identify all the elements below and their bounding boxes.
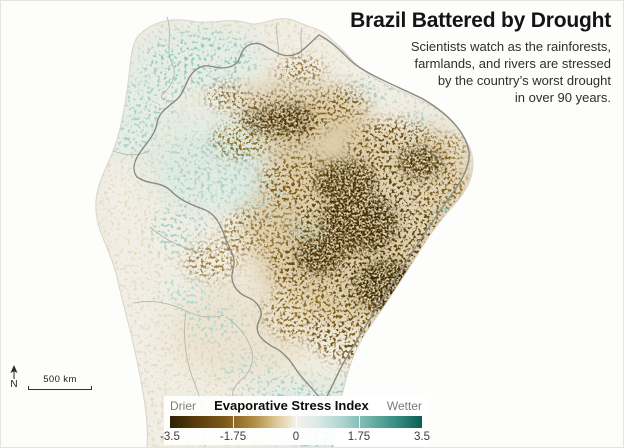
legend-wetter-label: Wetter — [386, 399, 422, 413]
legend-tick-value: 3.5 — [414, 431, 430, 443]
distance-label: 500 km — [43, 374, 77, 385]
north-indicator: N — [9, 365, 19, 390]
brazil-border — [133, 34, 470, 404]
amazon-river — [179, 62, 355, 126]
scale-line — [28, 386, 92, 390]
scale-bar: N 500 km — [9, 365, 92, 390]
legend: Drier Evaporative Stress Index Wetter -3… — [160, 396, 430, 445]
legend-tick-mark — [359, 416, 360, 428]
legend-tick-values: -3.5 -1.75 0 1.75 3.5 — [160, 431, 430, 444]
subtitle: Scientists watch as the rainforests, far… — [350, 38, 611, 107]
legend-tick-value: -1.75 — [219, 431, 247, 443]
legend-gradient-bar — [170, 416, 422, 428]
legend-drier-label: Drier — [170, 399, 196, 413]
legend-tick-mark — [296, 416, 297, 428]
legend-title: Evaporative Stress Index — [214, 398, 369, 413]
legend-tick-value: -3.5 — [160, 431, 180, 443]
subtitle-line: farmlands, and rivers are stressed — [414, 56, 611, 72]
distance-scale: 500 km — [28, 374, 92, 390]
north-arrow-icon — [10, 365, 18, 379]
drought-cores — [245, 104, 443, 313]
north-label: N — [10, 379, 18, 390]
legend-tick-value: 1.75 — [347, 431, 371, 443]
legend-tick-value: 0 — [292, 431, 300, 443]
header: Brazil Battered by Drought Scientists wa… — [350, 9, 611, 107]
page-title: Brazil Battered by Drought — [350, 9, 611, 32]
subtitle-line: in over 90 years. — [514, 90, 611, 106]
legend-labels: Drier Evaporative Stress Index Wetter — [170, 398, 422, 413]
subtitle-line: Scientists watch as the rainforests, — [410, 39, 611, 54]
legend-tick-mark — [233, 416, 234, 428]
subtitle-line: by the country’s worst drought — [437, 73, 611, 89]
